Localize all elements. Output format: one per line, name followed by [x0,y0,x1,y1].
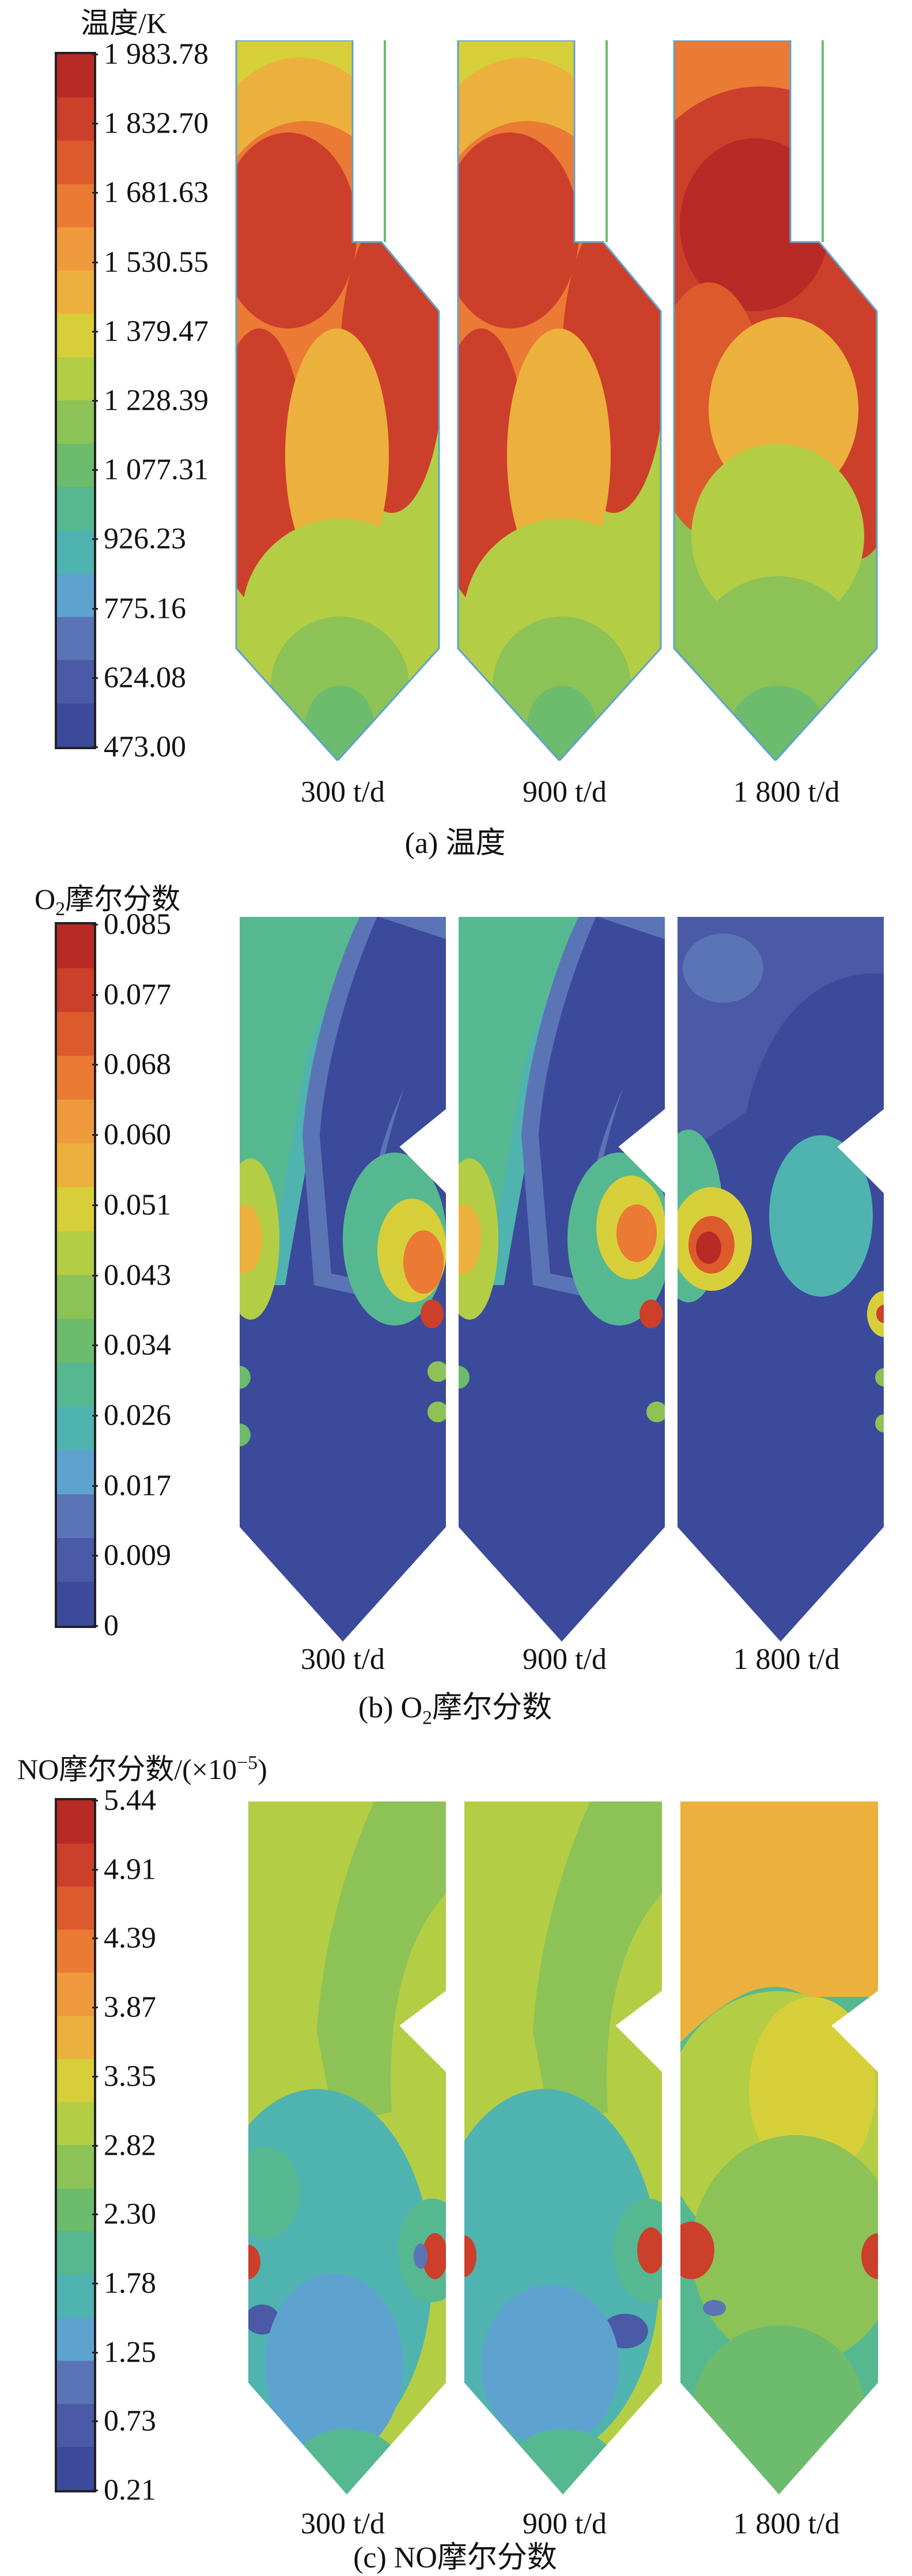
colorbar-tick-label: 3.87 [104,1990,156,2024]
colorbar-tick-label: 0 [104,1609,119,1642]
case-label-1800: 1 800 t/d [733,776,840,809]
colorbar-tick-mark [92,469,98,471]
colorbar-tick-mark [92,2007,98,2009]
colorbar-tick-mark [92,924,98,926]
boiler-contour-1800 [676,916,885,1642]
colorbar-tick-mark [92,2282,98,2284]
colorbar-tick-label: 1.25 [104,2336,156,2369]
colorbar-tick-mark [92,2351,98,2354]
colorbar-tick-mark [92,261,98,263]
case-label-900: 900 t/d [523,1643,607,1676]
colorbar-tick-label: 473.00 [104,730,186,764]
colorbar-tick-label: 0.043 [104,1259,171,1291]
colorbar-tick-label: 1 983.78 [104,37,209,71]
o2-contour-figure [239,916,885,1642]
colorbar-tick-label: 0.068 [104,1048,171,1081]
colorbar-tick-mark [92,2144,98,2147]
colorbar-tick-mark [92,2075,98,2078]
colorbar-tick-mark [92,1555,98,1557]
colorbar [55,52,96,749]
case-label-900: 900 t/d [523,776,607,809]
panel-caption: (b) O2摩尔分数 [358,1691,553,1729]
case-label-1800: 1 800 t/d [733,1643,840,1676]
colorbar-tick-label: 1 077.31 [104,453,209,486]
case-label-300: 300 t/d [301,2507,385,2540]
colorbar-tick-label: 1.78 [104,2267,156,2300]
colorbar-tick-mark [92,607,98,610]
boiler-contour-300 [239,916,447,1642]
colorbar-tick-mark [92,746,98,748]
colorbar-tick-mark [92,1800,98,1801]
temperature-panel: 温度/K 1 983.78 1 832.70 1 681.63 1 530.55 1 3… [0,0,912,864]
colorbar-tick-label: 1 530.55 [104,245,209,279]
colorbar-tick-mark [92,1274,98,1276]
colorbar [55,1798,96,2492]
colorbar-tick-mark [92,192,98,194]
colorbar-tick-label: 0.051 [104,1188,171,1222]
colorbar-tick-label: 0.034 [104,1328,171,1362]
colorbar-tick-label: 1 832.70 [104,107,209,140]
panel-caption: (c) NO摩尔分数 [353,2541,557,2574]
boiler-contour-1800 [679,1801,879,2495]
colorbar-tick-label: 0.009 [104,1539,171,1572]
boiler-contour-900 [457,916,666,1642]
case-label-1800: 1 800 t/d [733,2507,840,2540]
boiler-contour-300 [247,1801,447,2495]
colorbar-tick-label: 0.060 [104,1118,171,1151]
boiler-contour-1800 [673,40,878,761]
colorbar-tick-mark [92,1134,98,1136]
colorbar-tick-mark [92,1937,98,1940]
colorbar-tick-mark [92,677,98,679]
o2-panel: O2摩尔分数 0.085 0.077 0.068 0.060 0.051 0.043 0.0… [0,864,912,1728]
colorbar-tick-label: 0.085 [104,908,171,941]
colorbar-title: O2摩尔分数 [35,883,181,920]
colorbar-tick-label: 926.23 [104,522,186,556]
colorbar-tick-label: 0.017 [104,1469,171,1502]
colorbar-tick-mark [92,1064,98,1066]
colorbar-tick-mark [92,1414,98,1417]
colorbar-tick-label: 1 681.63 [104,176,209,209]
colorbar-tick-label: 775.16 [104,592,186,625]
no-contour-figure [247,1801,879,2495]
colorbar-tick-mark [92,2420,98,2423]
colorbar-tick-mark [92,54,98,55]
colorbar-tick-label: 0.73 [104,2404,156,2438]
colorbar-tick-label: 0.077 [104,978,171,1011]
boiler-contour-900 [463,1801,663,2495]
colorbar-tick-label: 0.026 [104,1399,171,1432]
colorbar-tick-mark [92,2490,98,2491]
case-label-300: 300 t/d [301,776,385,809]
colorbar-tick-mark [92,994,98,996]
case-label-300: 300 t/d [301,1643,385,1676]
colorbar-tick-mark [92,1204,98,1206]
case-label-900: 900 t/d [523,2507,607,2540]
colorbar-title: NO摩尔分数/(×10−5) [17,1752,267,1785]
colorbar-tick-mark [92,2214,98,2216]
temperature-contour-figure [235,40,878,761]
colorbar-tick-mark [92,1344,98,1347]
colorbar-tick-label: 4.91 [104,1853,156,1886]
colorbar-tick-label: 0.21 [104,2473,156,2507]
colorbar-tick-label: 2.82 [104,2129,156,2162]
colorbar-tick-label: 624.08 [104,661,186,694]
colorbar-tick-label: 3.35 [104,2060,156,2093]
boiler-contour-300 [235,40,440,761]
panel-caption: (a) 温度 [404,827,506,860]
colorbar-tick-mark [92,1625,98,1627]
colorbar [55,922,96,1628]
colorbar-tick-mark [92,1868,98,1871]
colorbar-title: 温度/K [81,7,167,39]
colorbar-tick-label: 5.44 [104,1784,156,1817]
colorbar-tick-mark [92,1485,98,1487]
colorbar-tick-mark [92,538,98,541]
colorbar-tick-mark [92,123,98,125]
colorbar-tick-label: 2.30 [104,2197,156,2231]
boiler-contour-900 [457,40,662,761]
colorbar-tick-mark [92,330,98,333]
no-panel: NO摩尔分数/(×10−5) 5.44 4.91 4.39 3.87 3.35 2.82 2… [0,1723,912,2574]
colorbar-tick-mark [92,400,98,402]
colorbar-tick-label: 4.39 [104,1921,156,1955]
colorbar-tick-label: 1 228.39 [104,384,209,417]
colorbar-tick-label: 1 379.47 [104,315,209,348]
